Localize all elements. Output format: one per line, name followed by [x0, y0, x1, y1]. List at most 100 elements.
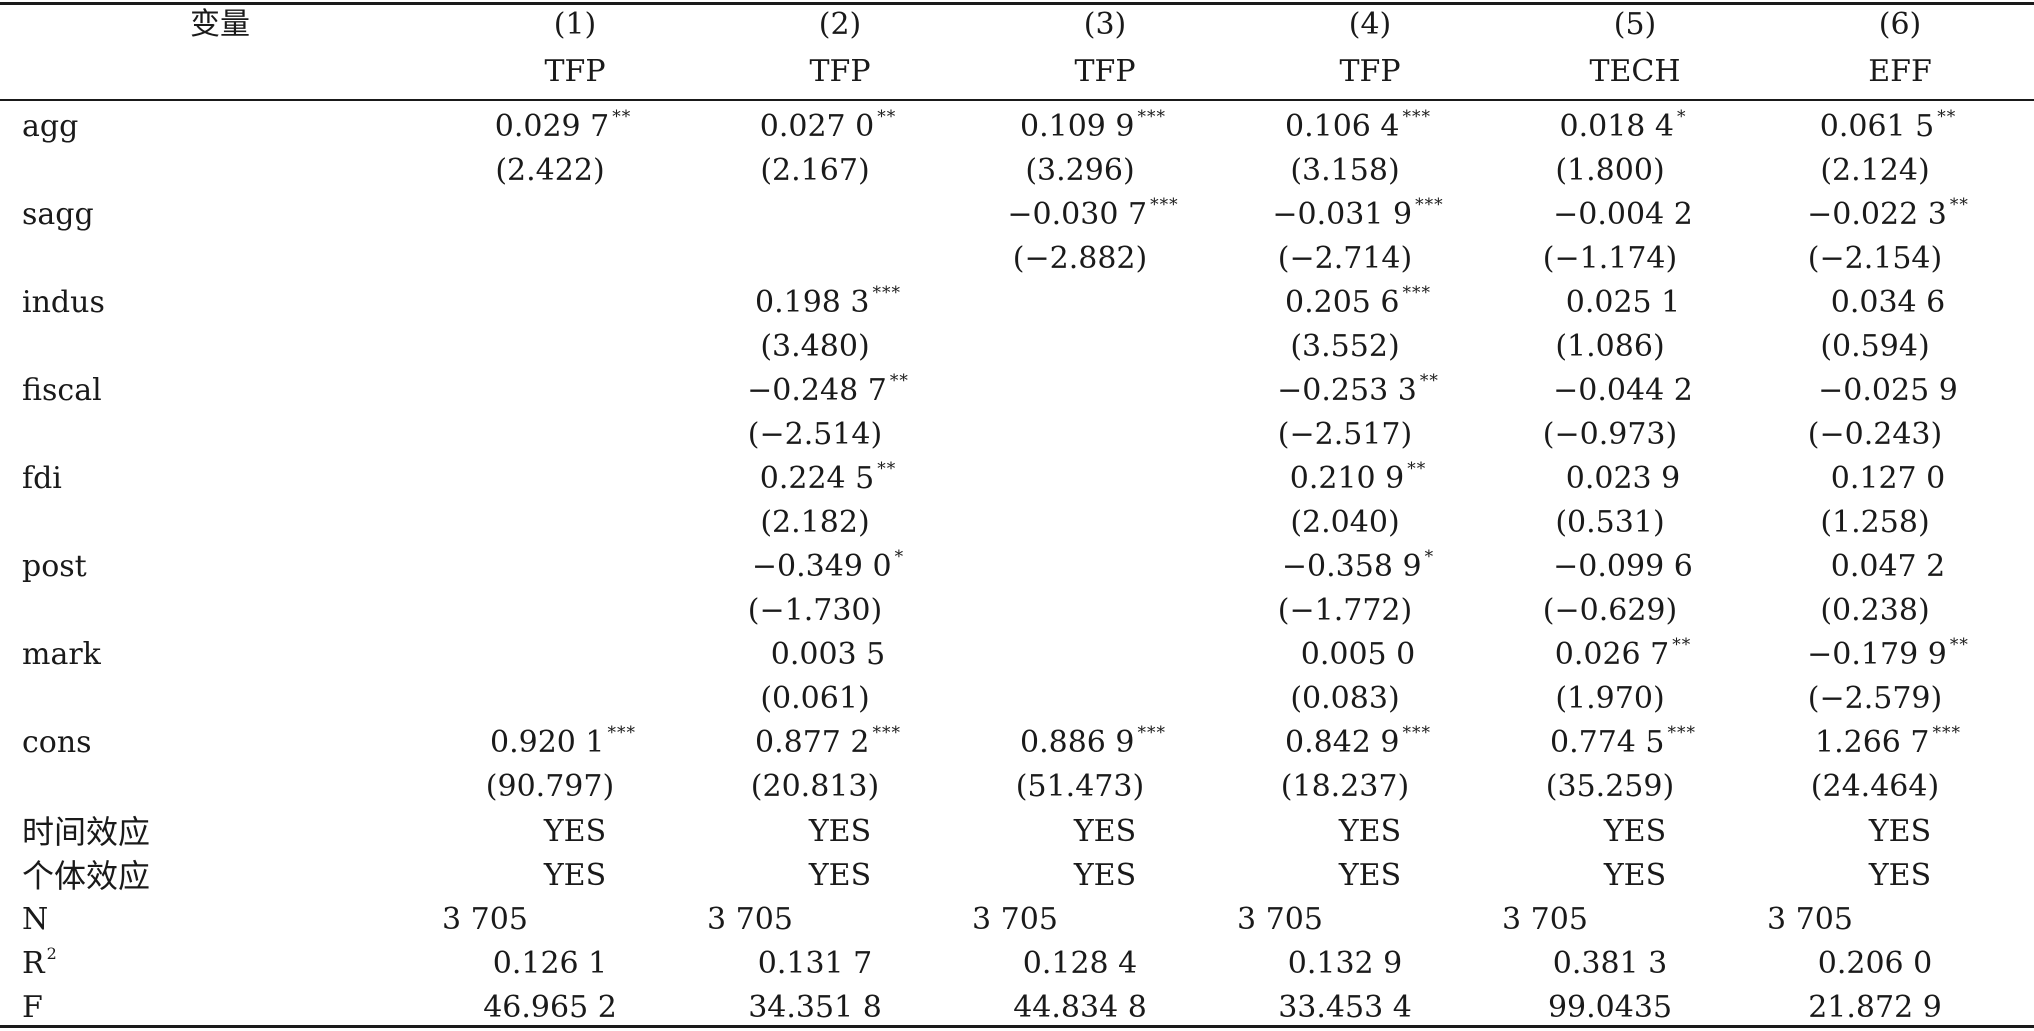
- r2-value: 0.381 3: [1552, 946, 1668, 981]
- f-value: 44.834 8: [1013, 990, 1147, 1025]
- coefficient-value: −0.248 7: [747, 373, 887, 408]
- t-statistic: (−1.730): [747, 593, 883, 628]
- coefficient-cell: −0.349 0 *: [751, 547, 904, 588]
- t-statistic: (2.422): [495, 153, 605, 188]
- coefficient-value: −0.349 0: [751, 549, 892, 584]
- variable-header: 变量: [190, 7, 250, 42]
- coefficient-cell: −0.004 2: [1553, 198, 1693, 232]
- coefficient-cell: −0.248 7 **: [747, 371, 909, 412]
- f-value: 33.453 4: [1278, 990, 1412, 1025]
- dependent-variable: TFP: [1339, 54, 1401, 89]
- coefficient-value: 0.027 0: [759, 109, 875, 144]
- significance-stars: ***: [1415, 195, 1444, 215]
- coefficient-cell: −0.358 9 *: [1281, 547, 1434, 588]
- significance-stars: ***: [872, 723, 902, 743]
- t-statistic: (−0.243): [1807, 417, 1943, 452]
- coefficient-value: −0.099 6: [1553, 549, 1693, 584]
- coefficient-value: 0.029 7: [494, 109, 610, 144]
- time_effect-value: YES: [543, 814, 607, 849]
- significance-stars: **: [1937, 107, 1957, 127]
- variable-label: mark: [22, 637, 101, 672]
- t-statistic: (2.124): [1820, 153, 1930, 188]
- coefficient-value: 0.109 9: [1019, 109, 1135, 144]
- coefficient-value: 0.106 4: [1284, 109, 1400, 144]
- f-value: 21.872 9: [1808, 990, 1942, 1025]
- t-statistic: (−1.174): [1542, 241, 1678, 276]
- coefficient-value: 0.003 5: [770, 637, 886, 672]
- significance-stars: ***: [1402, 107, 1432, 127]
- column-number: (3): [1083, 7, 1127, 42]
- significance-stars: ***: [1932, 723, 1962, 743]
- coefficient-cell: 0.027 0 **: [759, 107, 897, 148]
- coefficient-value: 0.774 5: [1549, 725, 1665, 760]
- coefficient-cell: 0.127 0: [1831, 462, 1946, 496]
- coefficient-cell: 0.029 7 **: [494, 107, 632, 148]
- coefficient-cell: 1.266 7 ***: [1814, 723, 1962, 764]
- t-statistic: (35.259): [1545, 769, 1675, 804]
- coefficient-cell: −0.044 2: [1553, 374, 1693, 408]
- significance-stars: *: [1677, 107, 1687, 127]
- significance-stars: **: [877, 107, 897, 127]
- coefficient-cell: 0.025 1: [1566, 286, 1681, 320]
- coefficient-cell: 0.205 6 ***: [1284, 283, 1431, 324]
- variable-label: post: [22, 549, 87, 584]
- significance-stars: ***: [1137, 723, 1167, 743]
- dependent-variable: TFP: [1074, 54, 1136, 89]
- n-value: 3 705: [442, 902, 528, 937]
- n-value: 3 705: [972, 902, 1058, 937]
- indiv_effect-value: YES: [1073, 858, 1137, 893]
- variable-label: agg: [22, 109, 79, 144]
- t-statistic: (0.531): [1555, 505, 1665, 540]
- coefficient-cell: 0.198 3 ***: [755, 283, 902, 324]
- significance-stars: **: [1672, 635, 1692, 655]
- n-value: 3 705: [1767, 902, 1853, 937]
- coefficient-cell: −0.179 9 **: [1807, 635, 1969, 676]
- coefficient-value: 0.920 1: [489, 725, 605, 760]
- column-number: (2): [818, 7, 862, 42]
- column-number: (6): [1878, 7, 1922, 42]
- t-statistic: (−1.772): [1277, 593, 1413, 628]
- r2-label-text: R: [22, 946, 45, 981]
- dependent-variable: TFP: [809, 54, 871, 89]
- significance-stars: **: [889, 371, 909, 391]
- header-rule: [0, 99, 2034, 101]
- coefficient-value: −0.253 3: [1277, 373, 1417, 408]
- n-value: 3 705: [707, 902, 793, 937]
- t-statistic: (1.970): [1555, 681, 1665, 716]
- t-statistic: (−0.973): [1542, 417, 1678, 452]
- coefficient-value: 0.127 0: [1830, 461, 1946, 496]
- coefficient-value: 0.023 9: [1565, 461, 1681, 496]
- variable-label: fdi: [22, 461, 62, 496]
- variable-label: indus: [22, 285, 105, 320]
- t-statistic: (2.182): [760, 505, 870, 540]
- coefficient-cell: −0.022 3 **: [1807, 195, 1969, 236]
- top-rule: [0, 2, 2034, 5]
- significance-stars: ***: [872, 283, 902, 303]
- coefficient-cell: 0.005 0: [1301, 638, 1416, 672]
- coefficient-value: 1.266 7: [1814, 725, 1930, 760]
- r2-value: 0.126 1: [492, 946, 608, 981]
- dependent-variable: TFP: [544, 54, 606, 89]
- coefficient-value: 0.205 6: [1284, 285, 1400, 320]
- t-statistic: (−2.154): [1807, 241, 1943, 276]
- coefficient-cell: 0.023 9: [1566, 462, 1681, 496]
- r2-value: 0.131 7: [757, 946, 873, 981]
- time_effect-value: YES: [1338, 814, 1402, 849]
- t-statistic: (−2.579): [1807, 681, 1943, 716]
- coefficient-cell: 0.920 1 ***: [489, 723, 636, 764]
- coefficient-value: −0.022 3: [1807, 197, 1947, 232]
- coefficient-value: −0.358 9: [1281, 549, 1422, 584]
- coefficient-cell: 0.842 9 ***: [1284, 723, 1431, 764]
- coefficient-cell: −0.025 9: [1818, 374, 1958, 408]
- t-statistic: (51.473): [1015, 769, 1145, 804]
- coefficient-value: 0.061 5: [1819, 109, 1935, 144]
- coefficient-cell: 0.026 7 **: [1555, 635, 1692, 676]
- coefficient-cell: −0.030 7 ***: [1007, 195, 1178, 236]
- indiv_effect-value: YES: [1868, 858, 1932, 893]
- t-statistic: (18.237): [1280, 769, 1410, 804]
- coefficient-value: −0.179 9: [1807, 637, 1947, 672]
- t-statistic: (1.258): [1820, 505, 1930, 540]
- column-number: (4): [1348, 7, 1392, 42]
- coefficient-value: 0.842 9: [1284, 725, 1400, 760]
- indiv_effect-label-text: 个体效应: [22, 857, 151, 895]
